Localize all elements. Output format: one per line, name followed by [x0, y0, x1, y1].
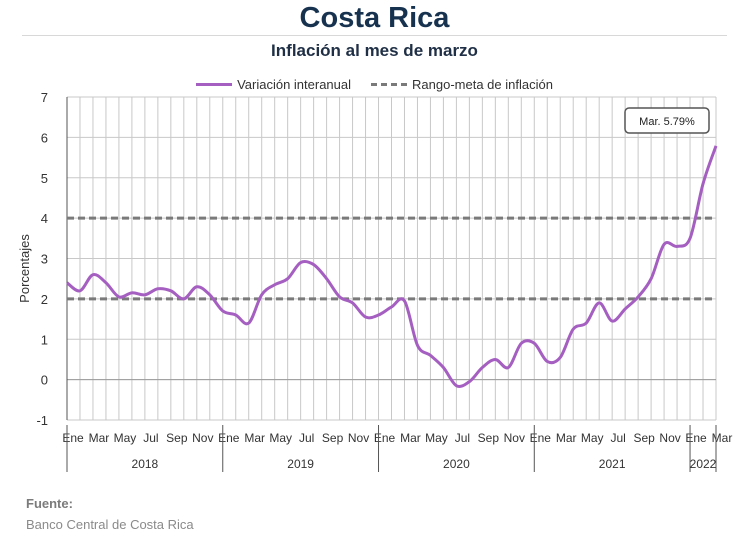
x-tick-label: May [581, 431, 604, 445]
x-tick-label: Nov [659, 431, 680, 445]
x-tick-label: May [269, 431, 292, 445]
line-chart: -1 0 1 2 3 4 5 6 7 Porcentajes Mar. 5.79% Ene Mar May… [0, 0, 749, 544]
x-tick-label: Jul [143, 431, 158, 445]
x-tick-label: Mar [400, 431, 421, 445]
y-tick-label: 0 [41, 373, 48, 388]
x-tick-label: Ene [530, 431, 552, 445]
x-tick-label: Mar [244, 431, 265, 445]
y-axis-label: Porcentajes [17, 234, 32, 303]
y-tick-label: 5 [41, 171, 48, 186]
y-tick-label: 7 [41, 90, 48, 105]
x-tick-label: Mar [556, 431, 577, 445]
x-tick-label: May [114, 431, 137, 445]
year-label: 2022 [690, 457, 717, 471]
x-tick-label: Nov [504, 431, 525, 445]
x-tick-label: Nov [192, 431, 213, 445]
year-label: 2019 [287, 457, 314, 471]
year-label: 2021 [599, 457, 626, 471]
x-tick-label: Mar [712, 431, 733, 445]
x-tick-label: Sep [633, 431, 655, 445]
y-tick-label: 6 [41, 130, 48, 145]
y-tick-label: 2 [41, 292, 48, 307]
x-tick-label: Ene [218, 431, 240, 445]
x-tick-label: Sep [322, 431, 344, 445]
year-label: 2018 [132, 457, 159, 471]
y-tick-label: 1 [41, 332, 48, 347]
x-tick-label: Jul [455, 431, 470, 445]
x-tick-label: Jul [299, 431, 314, 445]
y-tick-label: 3 [41, 252, 48, 267]
x-tick-label: Ene [685, 431, 707, 445]
annotation-label: Mar. 5.79% [639, 116, 695, 128]
source-label: Fuente: [26, 496, 73, 511]
x-tick-label: Nov [348, 431, 369, 445]
x-tick-label: Sep [166, 431, 188, 445]
x-tick-label: Sep [478, 431, 500, 445]
x-tick-label: Jul [610, 431, 625, 445]
x-tick-label: Mar [89, 431, 110, 445]
year-label: 2020 [443, 457, 470, 471]
y-tick-label: -1 [36, 413, 48, 428]
x-tick-label: Ene [62, 431, 84, 445]
x-tick-label: May [425, 431, 448, 445]
y-tick-label: 4 [41, 211, 48, 226]
x-tick-label: Ene [374, 431, 396, 445]
source-text: Banco Central de Costa Rica [26, 517, 194, 532]
